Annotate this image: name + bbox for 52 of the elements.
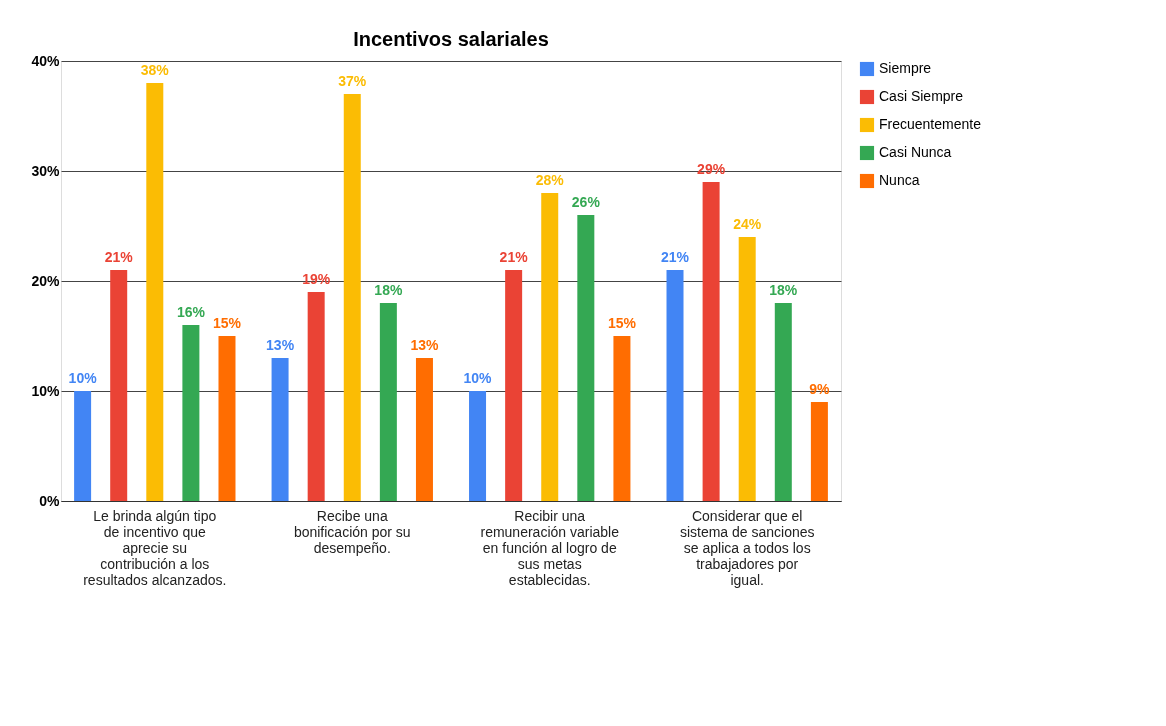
bar	[379, 303, 397, 501]
y-tick-label: 0%	[39, 492, 61, 509]
bar	[505, 270, 523, 501]
data-label: 28%	[535, 172, 565, 188]
legend-label: Casi Nunca	[879, 144, 952, 160]
bar	[738, 237, 756, 501]
legend-label: Siempre	[879, 60, 932, 76]
data-label: 18%	[374, 282, 403, 298]
legend-label: Frecuentemente	[879, 116, 982, 132]
legend-label: Casi Siempre	[879, 88, 964, 104]
bar	[774, 303, 792, 501]
bar	[74, 391, 92, 501]
bar	[577, 215, 595, 501]
data-label: 21%	[104, 249, 134, 265]
data-label: 10%	[68, 370, 98, 386]
bar	[702, 182, 720, 501]
data-label: 21%	[499, 249, 529, 265]
data-label: 10%	[463, 370, 493, 386]
y-tick-label: 40%	[31, 52, 61, 69]
data-label: 13%	[410, 337, 440, 353]
data-label: 21%	[660, 249, 690, 265]
bar	[271, 358, 289, 501]
bar	[146, 83, 164, 501]
bar	[541, 193, 559, 501]
x-tick-label: Recibe una bonificación por su desempeño.	[293, 507, 411, 556]
y-tick-label: 30%	[31, 162, 61, 179]
bar	[218, 336, 236, 501]
bar	[182, 325, 200, 501]
bar	[810, 402, 828, 501]
data-label: 13%	[266, 337, 295, 353]
data-label: 24%	[733, 216, 762, 232]
data-label: 15%	[607, 315, 637, 331]
data-label: 18%	[769, 282, 798, 298]
bar	[469, 391, 487, 501]
data-label: 15%	[212, 315, 242, 331]
y-tick-label: 10%	[31, 382, 61, 399]
bar	[110, 270, 128, 501]
data-label: 16%	[176, 304, 206, 320]
bar	[666, 270, 684, 501]
data-label: 26%	[571, 194, 601, 210]
chart-title: Incentivos salariales	[353, 28, 549, 50]
bar	[613, 336, 631, 501]
x-tick-label: Recibir una remuneración variable en función al logro de sus metas establecidas.	[480, 507, 620, 588]
bar	[307, 292, 325, 501]
x-tick-label: Considerar que el sistema de sanciones se aplica a todos los trabajadores por igual.	[679, 507, 815, 588]
data-label: 37%	[338, 73, 367, 89]
y-tick-label: 20%	[31, 272, 61, 289]
x-tick-label: Le brinda algún tipo de incentivo que aprecie su contribución a los resultados alcanzados.	[83, 507, 227, 588]
legend-label: Nunca	[879, 172, 920, 188]
data-label: 38%	[140, 62, 170, 78]
bar	[343, 94, 361, 501]
bar	[415, 358, 433, 501]
